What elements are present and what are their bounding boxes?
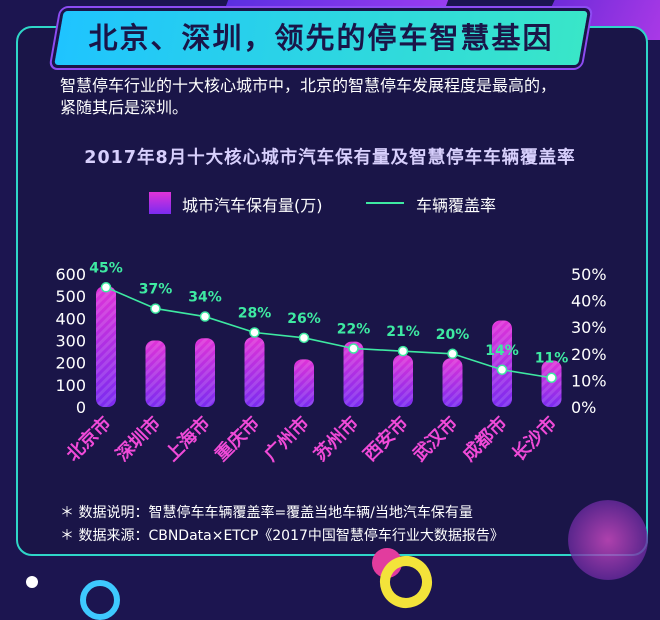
chart-title: 2017年8月十大核心城市汽车保有量及智慧停车车辆覆盖率 xyxy=(84,148,576,168)
rate-point xyxy=(100,282,112,293)
category-label: 广州市 xyxy=(260,412,314,466)
legend-bar-label: 城市汽车保有量(万) xyxy=(182,196,323,215)
rate-label: 45% xyxy=(89,260,123,276)
bar-stripes xyxy=(343,341,364,407)
category-label: 长沙市 xyxy=(507,412,561,466)
rate-line xyxy=(105,286,552,379)
y-left-tick: 600 xyxy=(55,265,86,284)
y-left-tick: 100 xyxy=(55,376,86,395)
blue-ring-decoration xyxy=(80,580,120,620)
line-series: 45% 37% 34% 28% 26% 22% 21% 20% 14% 11% xyxy=(89,260,569,383)
legend-line-swatch xyxy=(366,202,404,204)
rate-label: 28% xyxy=(238,306,272,322)
bar-stripes xyxy=(145,340,166,407)
category-label: 苏州市 xyxy=(309,412,363,466)
bar-stripes xyxy=(195,338,215,407)
y-left-tick: 0 xyxy=(76,398,86,417)
data-note-source: ＊ 数据来源：CBNData×ETCP《2017中国智慧停车行业大数据报告》 xyxy=(60,528,504,544)
y-left-tick: 200 xyxy=(55,354,86,373)
bar-stripes xyxy=(393,354,413,407)
y-left-tick: 400 xyxy=(55,309,86,328)
y-left-tick: 500 xyxy=(55,287,86,306)
intro-line-1: 智慧停车行业的十大核心城市中，北京的智慧停车发展程度是最高的， xyxy=(60,76,557,95)
y-right-tick: 40% xyxy=(571,292,607,311)
rate-point xyxy=(150,303,161,314)
page-title: 北京、深圳，领先的停车智慧基因 xyxy=(88,21,554,55)
y-right-tick: 10% xyxy=(571,371,607,390)
chart-legend: 城市汽车保有量(万) 车辆覆盖率 xyxy=(0,188,660,216)
purple-orb-decoration xyxy=(568,500,648,580)
category-label: 成都市 xyxy=(458,412,512,466)
category-label: 武汉市 xyxy=(408,412,462,466)
category-label: 北京市 xyxy=(62,412,116,466)
white-dot-decoration xyxy=(26,576,38,588)
left-axis: 0 100 200 300 400 500 600 xyxy=(55,265,86,417)
rate-point xyxy=(249,327,260,338)
rate-point xyxy=(447,348,458,360)
rate-label: 11% xyxy=(535,351,569,367)
content-frame xyxy=(16,26,648,556)
data-note-definition: ＊ 数据说明：智慧停车车辆覆盖率=覆盖当地车辆/当地汽车保有量 xyxy=(60,505,473,521)
category-label: 重庆市 xyxy=(210,412,264,466)
legend-line-label: 车辆覆盖率 xyxy=(416,196,497,215)
rate-label: 37% xyxy=(139,282,173,298)
y-right-tick: 30% xyxy=(571,318,607,337)
legend-bar-swatch xyxy=(149,192,171,214)
intro-text: 智慧停车行业的十大核心城市中，北京的智慧停车发展程度是最高的， 紧随其后是深圳。 xyxy=(60,75,620,119)
bar-series xyxy=(96,286,562,407)
bar-stripes xyxy=(96,286,116,407)
rate-point xyxy=(397,345,409,357)
bar-stripes xyxy=(294,359,314,407)
category-label: 上海市 xyxy=(161,412,215,466)
y-right-tick: 50% xyxy=(571,265,607,284)
combo-chart: 0 100 200 300 400 500 600 0% 10% 20% 30% 40% 50% 45… xyxy=(55,260,607,466)
rate-point xyxy=(298,332,310,344)
rate-point xyxy=(199,311,211,322)
rate-label: 26% xyxy=(287,311,321,327)
data-notes: ＊ 数据说明：智慧停车车辆覆盖率=覆盖当地车辆/当地汽车保有量 ＊ 数据来源：C… xyxy=(60,502,504,548)
bar-stripes xyxy=(442,358,463,407)
rate-label: 34% xyxy=(188,290,222,306)
rate-point xyxy=(348,343,359,354)
rate-point xyxy=(496,364,508,376)
y-left-tick: 300 xyxy=(55,332,86,351)
pink-disc-decoration xyxy=(372,548,402,578)
bar-stripes xyxy=(244,337,265,407)
rate-label: 14% xyxy=(485,343,519,359)
bar-stripes xyxy=(541,360,562,407)
y-right-tick: 0% xyxy=(571,398,596,417)
rate-label: 21% xyxy=(386,324,420,340)
category-label: 西安市 xyxy=(359,412,413,466)
y-right-tick: 20% xyxy=(571,345,607,364)
rate-label: 20% xyxy=(436,327,470,343)
rate-point xyxy=(546,372,557,383)
rate-label: 22% xyxy=(337,321,371,337)
category-label: 深圳市 xyxy=(111,412,165,466)
intro-line-2: 紧随其后是深圳。 xyxy=(60,98,189,117)
right-axis: 0% 10% 20% 30% 40% 50% xyxy=(571,265,607,417)
bar-stripes xyxy=(492,320,512,407)
